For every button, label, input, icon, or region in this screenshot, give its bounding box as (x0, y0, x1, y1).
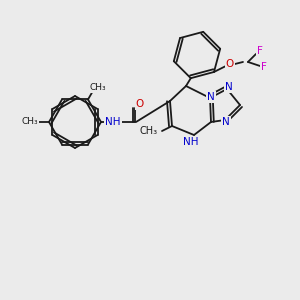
Text: O: O (136, 99, 144, 109)
Text: N: N (222, 117, 230, 127)
Text: F: F (257, 46, 263, 56)
Text: NH: NH (105, 117, 121, 127)
Text: N: N (207, 92, 215, 102)
Text: CH₃: CH₃ (90, 83, 106, 92)
Text: NH: NH (183, 137, 199, 147)
Text: O: O (226, 59, 234, 69)
Text: CH₃: CH₃ (22, 118, 38, 127)
Text: N: N (225, 82, 233, 92)
Text: F: F (261, 62, 267, 72)
Text: CH₃: CH₃ (140, 126, 158, 136)
